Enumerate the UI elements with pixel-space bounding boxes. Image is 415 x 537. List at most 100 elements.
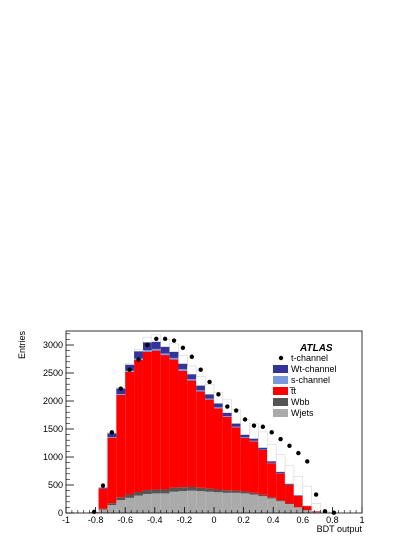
y-axis-label: Entries — [17, 330, 27, 359]
bar-tt-21 — [276, 473, 286, 501]
x-tick-label-10: 1 — [359, 515, 364, 525]
y-tick-label-4: 2000 — [43, 396, 63, 406]
x-tick-label-0: -1 — [62, 515, 70, 525]
data-point-20 — [269, 430, 274, 435]
data-point-11 — [189, 354, 194, 359]
bar-wbb-14 — [214, 489, 223, 493]
bar-wt-channel-9 — [169, 351, 179, 358]
data-point-22 — [287, 443, 292, 448]
legend-label-5: Wjets — [291, 408, 314, 418]
bar-wt-channel-17 — [240, 434, 250, 438]
data-point-2 — [109, 430, 115, 435]
legend-label-0: t-channel — [291, 353, 328, 363]
bar-wt-channel-16 — [231, 423, 241, 427]
bar-tt-17 — [240, 437, 250, 492]
bar-wt-channel-23 — [293, 495, 303, 496]
bar-s-channel-7 — [151, 348, 161, 351]
legend-label-4: Wbb — [291, 397, 310, 407]
bar-wjets-22 — [285, 504, 294, 513]
bar-tt-8 — [160, 355, 170, 490]
bar-wt-channel-3 — [116, 388, 126, 394]
bar-t-channel-19 — [258, 431, 268, 448]
bar-tt-24 — [302, 506, 312, 511]
bar-wjets-2 — [107, 505, 117, 513]
bar-t-channel-9 — [169, 343, 179, 352]
bar-tt-19 — [258, 450, 268, 495]
bar-wt-channel-13 — [205, 394, 214, 399]
bar-wt-channel-1 — [98, 487, 108, 489]
bar-t-channel-4 — [124, 363, 135, 365]
bar-wt-channel-19 — [258, 447, 268, 450]
bar-wt-channel-15 — [222, 412, 232, 417]
bar-wjets-23 — [293, 507, 303, 513]
bar-wt-channel-20 — [267, 461, 277, 463]
bar-wjets-24 — [302, 510, 312, 513]
bar-s-channel-8 — [160, 353, 170, 356]
bar-wbb-21 — [276, 500, 286, 502]
bar-s-channel-3 — [116, 394, 126, 395]
bar-tt-7 — [151, 350, 161, 490]
bar-wt-channel-18 — [249, 438, 259, 441]
data-point-5 — [136, 357, 141, 362]
data-point-24 — [305, 459, 310, 464]
y-tick-label-5: 2500 — [43, 368, 63, 378]
bar-t-channel-25 — [311, 503, 321, 512]
bar-tt-13 — [205, 399, 214, 489]
data-point-26 — [322, 509, 328, 514]
bar-wjets-19 — [258, 496, 268, 513]
data-point-18 — [251, 423, 257, 428]
bar-wjets-13 — [205, 491, 214, 513]
legend-swatch-4 — [273, 398, 288, 406]
bar-tt-3 — [116, 394, 126, 498]
x-tick-label-4: -0.2 — [177, 515, 193, 525]
bar-s-channel-15 — [222, 416, 232, 417]
data-point-6 — [145, 342, 150, 348]
x-tick-label-8: 0.6 — [297, 515, 310, 525]
bar-wbb-17 — [240, 491, 250, 494]
bar-wjets-11 — [187, 490, 197, 513]
bar-wbb-3 — [116, 497, 126, 501]
bar-wjets-15 — [222, 492, 232, 513]
x-tick-label-1: -0.8 — [88, 515, 104, 525]
bar-wjets-10 — [178, 491, 188, 513]
bar-wbb-19 — [258, 494, 268, 497]
bar-t-channel-11 — [187, 365, 197, 375]
bar-tt-14 — [214, 408, 223, 490]
bar-wjets-3 — [116, 500, 126, 513]
bar-wbb-2 — [107, 503, 117, 506]
bar-wbb-16 — [231, 490, 241, 493]
bar-wbb-6 — [142, 490, 152, 494]
legend-marker-data — [278, 355, 284, 361]
data-point-12 — [198, 367, 203, 372]
bar-wjets-7 — [151, 493, 161, 513]
bar-wjets-14 — [214, 492, 223, 513]
bar-wbb-7 — [151, 489, 161, 494]
bar-tt-2 — [107, 437, 117, 504]
bar-wt-channel-12 — [196, 385, 206, 391]
data-point-4 — [127, 367, 132, 372]
legend-swatch-3 — [273, 387, 288, 395]
data-point-19 — [260, 424, 266, 429]
data-point-9 — [171, 338, 177, 343]
bar-t-channel-13 — [204, 383, 215, 395]
bar-wjets-17 — [240, 493, 250, 513]
bar-tt-15 — [222, 416, 232, 491]
bar-s-channel-18 — [249, 440, 259, 442]
bar-wjets-25 — [311, 512, 321, 513]
legend-label-2: s-channel — [291, 375, 330, 385]
bar-wt-channel-8 — [160, 346, 170, 354]
bar-wbb-20 — [267, 497, 277, 499]
bar-wt-channel-5 — [134, 351, 143, 359]
bar-t-channel-10 — [178, 355, 188, 364]
data-point-10 — [180, 345, 186, 350]
x-tick-label-6: 0.2 — [237, 515, 250, 525]
bar-t-channel-22 — [284, 465, 295, 484]
bar-wt-channel-11 — [187, 374, 197, 380]
bar-wjets-16 — [231, 492, 241, 513]
x-tick-label-2: -0.6 — [117, 515, 133, 525]
bar-wjets-6 — [142, 493, 152, 513]
data-point-23 — [296, 450, 301, 456]
x-tick-label-7: 0.4 — [267, 515, 280, 525]
bar-t-channel-12 — [195, 376, 206, 386]
